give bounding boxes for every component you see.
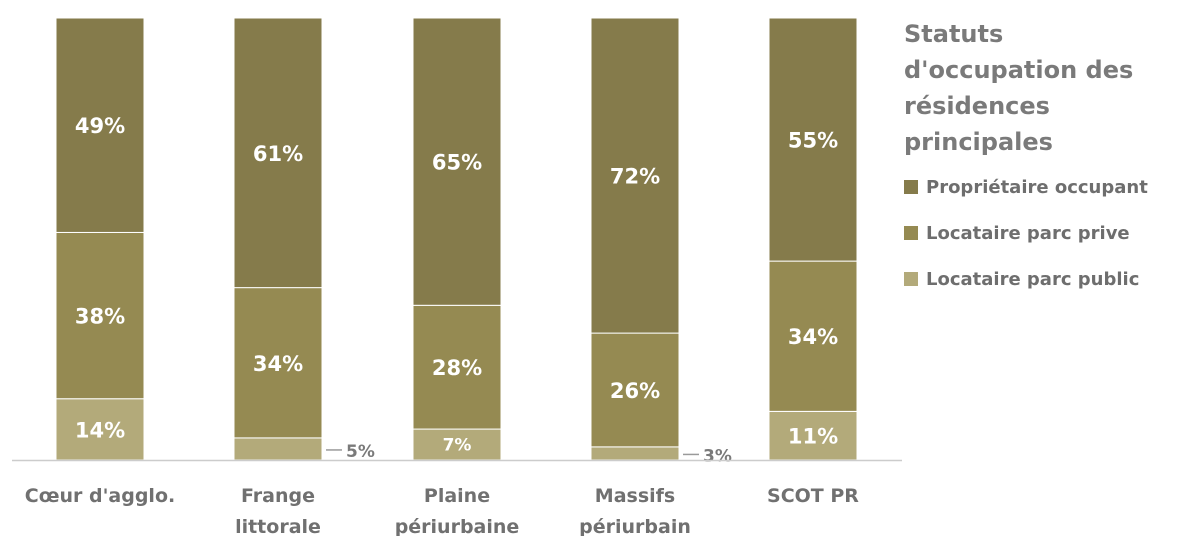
data-label: 7% <box>443 436 472 456</box>
data-label: 61% <box>253 142 303 166</box>
legend-title: Statuts d'occupation des résidences prin… <box>904 20 1134 156</box>
data-label: 14% <box>75 418 125 442</box>
legend-item-proprietaire: Propriétaire occupant <box>904 174 1148 200</box>
data-label: 3% <box>703 446 732 466</box>
legend-item-locataire-prive: Locataire parc prive <box>904 220 1148 246</box>
bar-segment <box>768 17 858 262</box>
data-label: 72% <box>610 165 660 189</box>
legend-label: Propriétaire occupant <box>926 176 1148 198</box>
legend-item-locataire-public: Locataire parc public <box>904 266 1148 292</box>
legend-swatch <box>904 180 918 194</box>
bar-segment <box>233 287 323 439</box>
category-label: Cœur d'agglo. <box>25 485 175 507</box>
data-label: 26% <box>610 379 660 403</box>
data-label: 34% <box>253 352 303 376</box>
bar-segment <box>590 332 680 448</box>
bar-segment <box>768 410 858 461</box>
data-label: 38% <box>75 305 125 329</box>
bar-segment <box>233 437 323 461</box>
bar-segment <box>412 304 502 430</box>
category-label: SCOT PR <box>767 485 859 507</box>
bar-segment <box>590 446 680 461</box>
bar-segment <box>590 17 680 334</box>
category-label: Plaine périurbaine <box>395 485 520 536</box>
data-label: 65% <box>432 151 482 175</box>
legend-swatch <box>904 226 918 240</box>
category-label: Massifs périurbain <box>579 485 691 536</box>
bar-segment <box>55 17 145 233</box>
bar-segment <box>412 17 502 306</box>
legend-label: Locataire parc public <box>926 268 1140 290</box>
bar-segment <box>768 260 858 412</box>
data-label: 11% <box>788 425 838 449</box>
bar-segment <box>55 398 145 461</box>
bar-segment <box>233 17 323 289</box>
data-label: 49% <box>75 114 125 138</box>
data-label: 28% <box>432 356 482 380</box>
legend: Propriétaire occupant Locataire parc pri… <box>904 174 1148 312</box>
category-label: Frange littorale <box>235 485 321 536</box>
data-label: 34% <box>788 325 838 349</box>
legend-swatch <box>904 272 918 286</box>
data-label: 55% <box>788 129 838 153</box>
bar-segment <box>412 428 502 461</box>
legend-label: Locataire parc prive <box>926 222 1130 244</box>
data-label: 5% <box>346 442 375 462</box>
